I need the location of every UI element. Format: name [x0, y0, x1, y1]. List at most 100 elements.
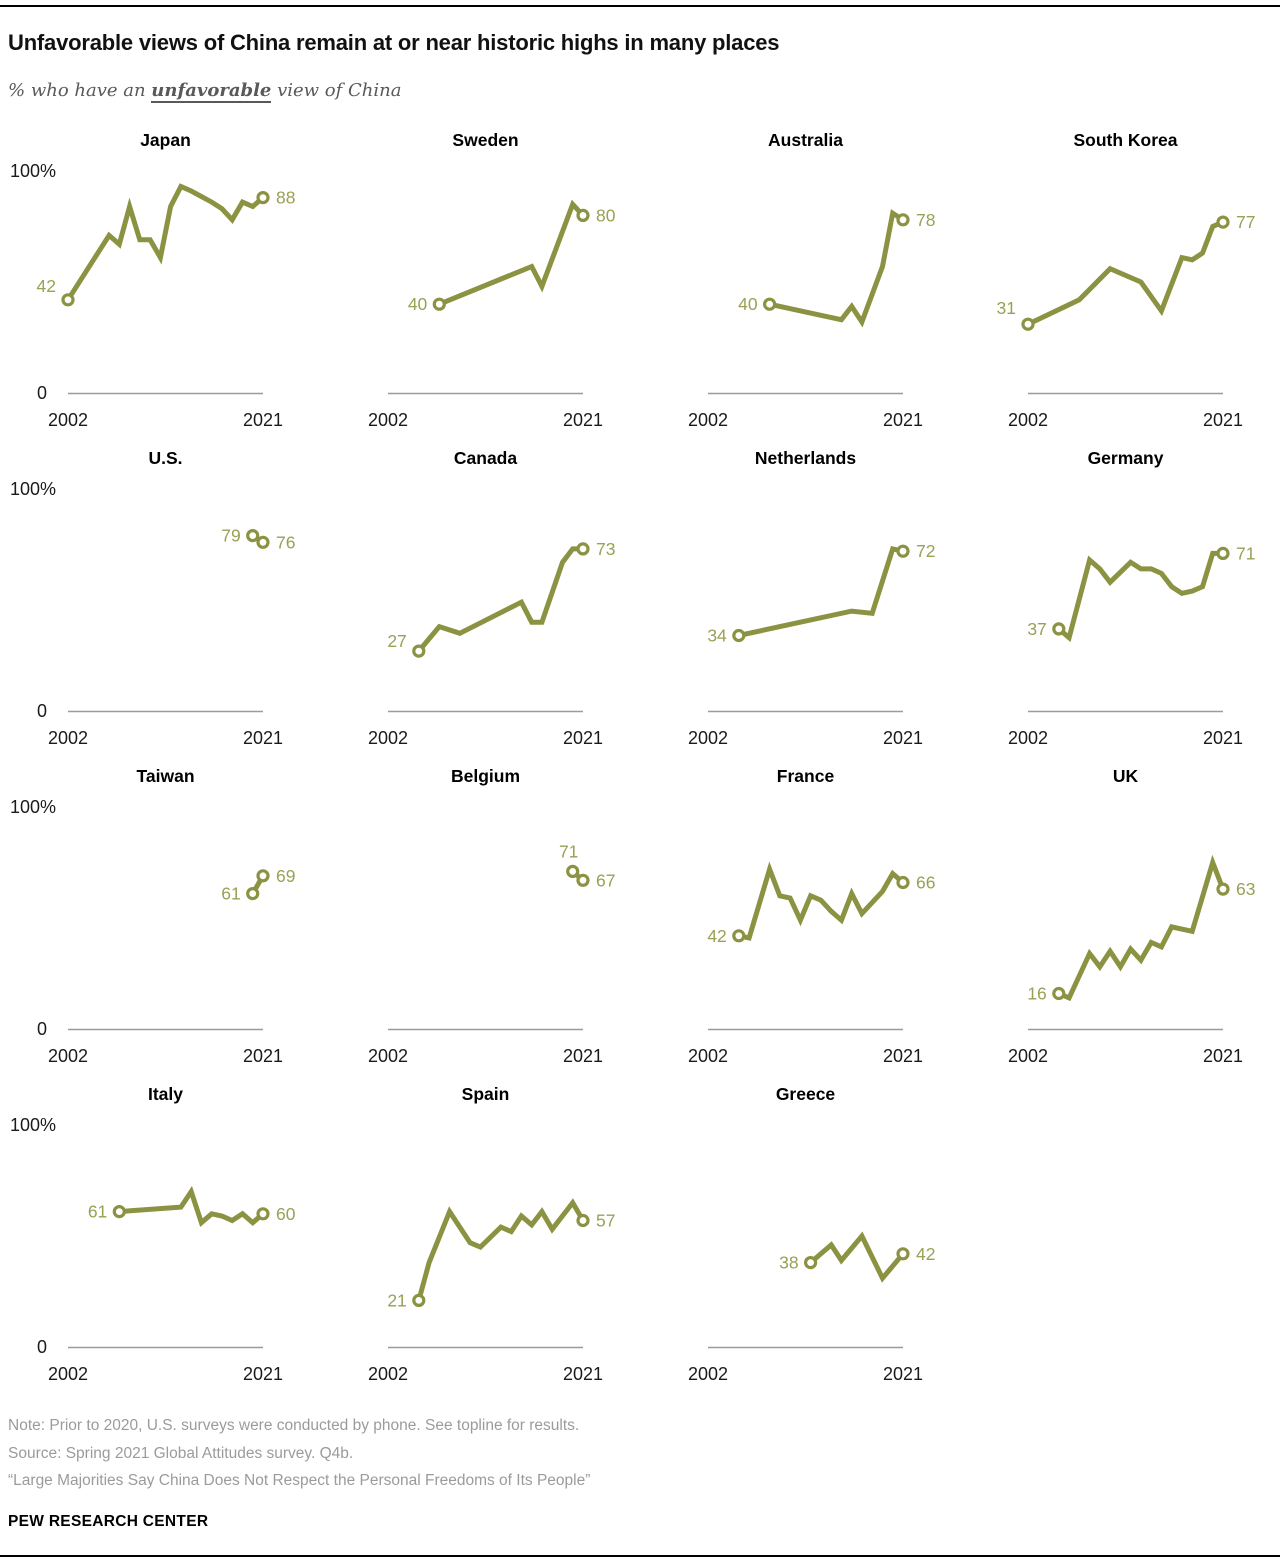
x-axis-label-end: 2021	[563, 1364, 603, 1384]
chart-title: Spain	[462, 1084, 510, 1104]
end-value-label: 73	[596, 539, 615, 559]
end-marker	[896, 1247, 910, 1261]
chart-title: Greece	[776, 1084, 836, 1104]
report-title-line: “Large Majorities Say China Does Not Res…	[8, 1472, 591, 1489]
end-marker	[576, 1213, 590, 1228]
start-marker	[432, 297, 446, 311]
trend-line	[416, 546, 586, 654]
end-marker	[576, 873, 590, 887]
x-axis-label-start: 2002	[368, 1046, 408, 1066]
chart-cell-germany: Germany 2002 2021 37 71	[960, 448, 1280, 766]
y-axis-label-bottom: 0	[37, 1337, 47, 1357]
trend-line	[1025, 219, 1226, 327]
end-marker	[896, 213, 910, 227]
trend-line	[736, 861, 906, 941]
start-value-label: 38	[779, 1253, 798, 1273]
chart-title: Italy	[148, 1084, 183, 1104]
chart-title: France	[777, 766, 835, 786]
trend-line	[736, 545, 906, 638]
y-axis-label-top: 100%	[10, 797, 56, 817]
x-axis-label-end: 2021	[243, 1364, 283, 1384]
chart-cell-taiwan: Taiwan 100% 0 2002 2021 61 69	[0, 766, 320, 1084]
end-value-label: 69	[276, 866, 295, 886]
end-marker	[1216, 215, 1230, 229]
chart-cell-italy: Italy 100% 0 2002 2021 61 60	[0, 1084, 320, 1402]
x-axis-label-start: 2002	[688, 728, 728, 748]
chart-cell-france: France 2002 2021 42 66	[640, 766, 960, 1084]
trend-line	[116, 1185, 266, 1228]
end-value-label: 88	[276, 188, 295, 208]
x-axis-label-end: 2021	[1203, 728, 1243, 748]
start-value-label: 40	[738, 294, 758, 314]
chart-title: Japan	[140, 130, 191, 150]
x-axis-label-end: 2021	[1203, 1046, 1243, 1066]
end-marker	[1216, 546, 1230, 561]
start-value-label: 61	[88, 1202, 107, 1222]
bottom-rule	[0, 1555, 1280, 1557]
subtitle-emphasis: unfavorable	[151, 80, 272, 103]
end-marker	[576, 542, 590, 556]
chart-title: Sweden	[452, 130, 518, 150]
start-value-label: 61	[221, 884, 240, 904]
source-line: Source: Spring 2021 Global Attitudes sur…	[8, 1444, 354, 1462]
x-axis-label-start: 2002	[688, 410, 728, 430]
end-value-label: 67	[596, 870, 615, 890]
chart-title: Australia	[768, 130, 843, 150]
footer: Note: Prior to 2020, U.S. surveys were c…	[8, 1412, 590, 1535]
y-axis-label-bottom: 0	[37, 383, 47, 403]
x-axis-label-start: 2002	[48, 728, 88, 748]
chart-title: Canada	[454, 448, 517, 468]
end-value-label: 42	[916, 1244, 935, 1264]
x-axis-label-end: 2021	[563, 728, 603, 748]
chart-cell-south-korea: South Korea 2002 2021 31 77	[960, 130, 1280, 448]
chart-cell-greece: Greece 2002 2021 38 42	[640, 1084, 960, 1402]
chart-netherlands: Netherlands 2002 2021 34 72	[688, 448, 935, 748]
end-value-label: 76	[276, 532, 295, 552]
chart-cell-belgium: Belgium 2002 2021 71 67	[320, 766, 640, 1084]
x-axis-label-start: 2002	[1008, 728, 1048, 748]
start-value-label: 37	[1027, 619, 1046, 639]
chart-cell-australia: Australia 2002 2021 40 78	[640, 130, 960, 448]
chart-south-korea: South Korea 2002 2021 31 77	[997, 130, 1256, 430]
end-marker	[896, 875, 910, 890]
start-marker	[1021, 317, 1035, 331]
page-subtitle: % who have an unfavorable view of China	[8, 80, 401, 103]
end-value-label: 80	[596, 205, 616, 225]
start-value-label: 79	[221, 526, 240, 546]
chart-belgium: Belgium 2002 2021 71 67	[368, 766, 615, 1066]
x-axis-label-end: 2021	[563, 410, 603, 430]
x-axis-label-end: 2021	[883, 1046, 923, 1066]
start-value-label: 27	[387, 631, 406, 651]
start-marker	[732, 929, 746, 943]
trend-line	[65, 183, 266, 303]
x-axis-label-start: 2002	[688, 1364, 728, 1384]
x-axis-label-end: 2021	[1203, 410, 1243, 430]
start-value-label: 31	[997, 298, 1016, 318]
chart-title: UK	[1113, 766, 1139, 786]
x-axis-label-start: 2002	[368, 728, 408, 748]
x-axis-label-end: 2021	[883, 728, 923, 748]
chart-cell-japan: Japan 100% 0 2002 2021 42 88	[0, 130, 320, 448]
chart-australia: Australia 2002 2021 40 78	[688, 130, 935, 430]
start-value-label: 42	[707, 926, 726, 946]
chart-title: U.S.	[148, 448, 182, 468]
chart-germany: Germany 2002 2021 37 71	[1008, 448, 1255, 748]
chart-title: Germany	[1088, 448, 1164, 468]
start-value-label: 34	[707, 626, 727, 646]
y-axis-label-top: 100%	[10, 479, 56, 499]
x-axis-label-start: 2002	[1008, 410, 1048, 430]
x-axis-label-start: 2002	[688, 1046, 728, 1066]
x-axis-label-start: 2002	[368, 410, 408, 430]
subtitle-prefix: % who have an	[8, 80, 152, 101]
end-value-label: 66	[916, 873, 935, 893]
end-value-label: 78	[916, 210, 935, 230]
x-axis-label-start: 2002	[48, 410, 88, 430]
chart-france: France 2002 2021 42 66	[688, 766, 935, 1066]
trend-line	[767, 209, 906, 328]
x-axis-label-end: 2021	[243, 728, 283, 748]
end-value-label: 63	[1236, 879, 1255, 899]
